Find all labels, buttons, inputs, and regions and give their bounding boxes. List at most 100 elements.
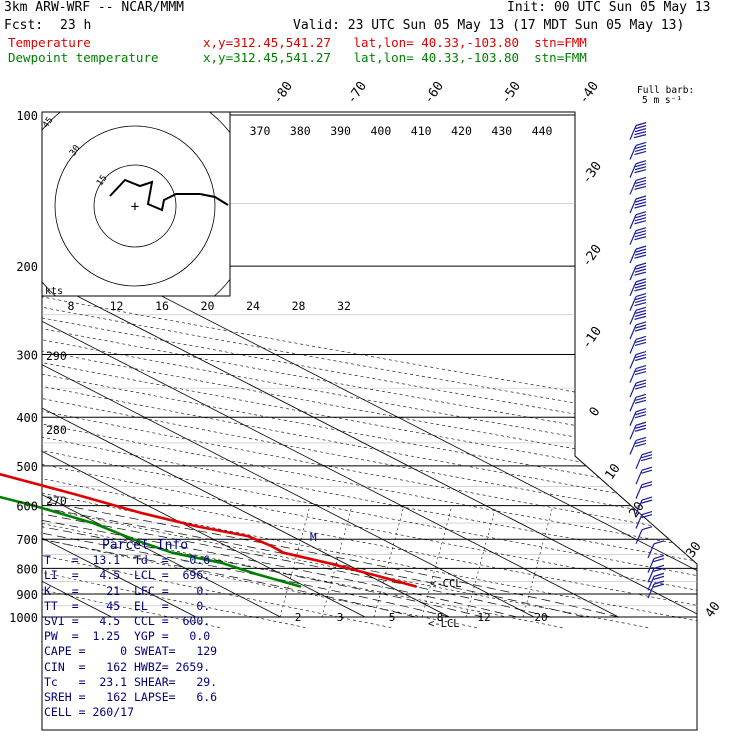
isotherm-line xyxy=(42,114,697,618)
wind-barb-shaft xyxy=(629,397,637,412)
wind-barb-flag xyxy=(634,356,647,362)
dewpoint-point xyxy=(33,505,35,507)
wind-barb-flag xyxy=(634,427,647,432)
pressure-tick-label: 100 xyxy=(16,109,38,123)
wind-barb-flag xyxy=(635,309,647,314)
hodograph-ring xyxy=(93,164,177,248)
wind-barb-flag xyxy=(641,513,653,519)
wind-barb-flag xyxy=(653,572,665,577)
wind-barb-shaft xyxy=(647,583,655,599)
plot-frame xyxy=(41,111,698,731)
pressure-tick-label: 1000 xyxy=(9,611,38,625)
wind-barb-flag xyxy=(653,558,665,563)
wind-barb-flag xyxy=(641,451,653,456)
wind-barb-flag xyxy=(635,125,647,130)
wind-barb-flag xyxy=(640,457,653,462)
mixing-ratio-label: 12 xyxy=(477,611,490,624)
moist-adiabat xyxy=(42,265,585,618)
valid-time: Valid: 23 UTC Sun 05 May 13 (17 MDT Sun … xyxy=(293,18,685,33)
wind-barb-flag xyxy=(634,182,647,188)
wind-barb-flag xyxy=(634,217,647,222)
pressure-tick-label: 600 xyxy=(16,500,38,514)
left-theta-label: 280 xyxy=(46,423,67,437)
wind-barb-flag xyxy=(634,371,647,376)
wind-barb-flag xyxy=(635,122,647,127)
wind-barb xyxy=(647,564,665,583)
wind-barb xyxy=(647,555,665,573)
left-theta-label: 270 xyxy=(46,494,67,508)
wind-barb-flag xyxy=(634,201,647,206)
wind-barb-flag xyxy=(653,575,665,580)
wind-barb xyxy=(647,540,665,559)
wind-barb xyxy=(635,496,653,515)
wind-barb xyxy=(629,160,647,178)
theta-label: 370 xyxy=(250,124,271,138)
wind-barb xyxy=(647,572,665,591)
wind-barb xyxy=(647,580,665,599)
isotherm-label: -80 xyxy=(270,79,296,107)
isotherm-label: -30 xyxy=(579,159,605,187)
mixing-ratio-line xyxy=(522,505,554,618)
wind-barb-flag xyxy=(635,350,647,356)
parcel-row: LI = 4.5 LCL = 696. xyxy=(44,568,211,583)
theta-label: 400 xyxy=(371,124,392,138)
wind-barb-flag xyxy=(635,439,647,445)
hodograph-trace xyxy=(109,178,229,212)
dewpoint-point xyxy=(254,573,256,575)
isotherm-line xyxy=(42,114,697,618)
wind-barb xyxy=(629,245,647,264)
wind-barb xyxy=(635,466,653,485)
hodograph-axis-label: 28 xyxy=(292,299,306,313)
wind-barb-flag xyxy=(635,227,647,232)
theta-label: 390 xyxy=(330,124,351,138)
wind-barb-shaft xyxy=(629,382,637,398)
moist-adiabat xyxy=(42,265,619,618)
hodograph-ring xyxy=(54,125,216,287)
wind-barb-flag xyxy=(634,312,647,317)
wind-barb-shaft xyxy=(635,514,643,529)
wind-barb xyxy=(629,227,647,245)
hodograph-axis-label: 16 xyxy=(155,299,169,313)
wind-barb-flag xyxy=(635,335,647,341)
ccl-marker-label: <-CCL xyxy=(430,578,462,590)
mixing-ratio-label: 5 xyxy=(389,611,396,624)
wind-barbs xyxy=(629,122,665,599)
wind-barb-shaft xyxy=(629,296,637,311)
wind-barb-shaft xyxy=(629,265,637,281)
moist-adiabat xyxy=(42,265,416,618)
wind-barb-flag xyxy=(641,481,653,486)
temperature-point xyxy=(140,512,142,514)
lcl-marker-label: <-LCL xyxy=(428,618,460,630)
wind-barb-shaft xyxy=(629,230,637,245)
wind-barb-flag xyxy=(641,484,653,489)
wind-barb-flag xyxy=(635,198,647,203)
wind-barb xyxy=(629,262,647,281)
wind-barb-flag xyxy=(635,338,647,344)
parcel-info-panel: Parcel Info T = 13.1 Td = -0.6 LI = 4.5 … xyxy=(44,538,236,720)
wind-barb-flag xyxy=(634,327,647,332)
wind-barb-flag xyxy=(634,150,647,156)
wind-barb-flag xyxy=(641,499,653,504)
wind-barb-flag xyxy=(635,393,647,398)
temperature-point xyxy=(196,525,198,528)
wind-barb-flag xyxy=(635,211,647,216)
dry-adiabat xyxy=(42,135,477,628)
parcel-info-title: Parcel Info xyxy=(101,538,189,553)
wind-barb-flag xyxy=(634,287,647,292)
parcel-row: T = 13.1 Td = -0.6 xyxy=(44,553,211,568)
wind-barb-flag xyxy=(635,421,647,426)
mixing-ratio-line xyxy=(373,505,405,618)
wind-barb-flag xyxy=(635,293,647,298)
temperature-point xyxy=(415,586,418,588)
parcel-row: PW = 1.25 YGP = 0.0 xyxy=(44,629,211,644)
theta-label: 380 xyxy=(290,124,311,138)
model-title: 3km ARW-WRF -- NCAR/MMM xyxy=(4,0,185,15)
mixing-ratio-line xyxy=(279,505,311,618)
wind-barb-shaft xyxy=(647,543,655,559)
moist-adiabat xyxy=(42,265,518,618)
wind-barb-flag xyxy=(641,526,653,531)
wind-barb-flag xyxy=(653,580,665,585)
wind-barb-flag xyxy=(634,128,647,133)
mixing-ratio-line xyxy=(465,505,497,618)
wind-barb-flag xyxy=(635,365,647,370)
